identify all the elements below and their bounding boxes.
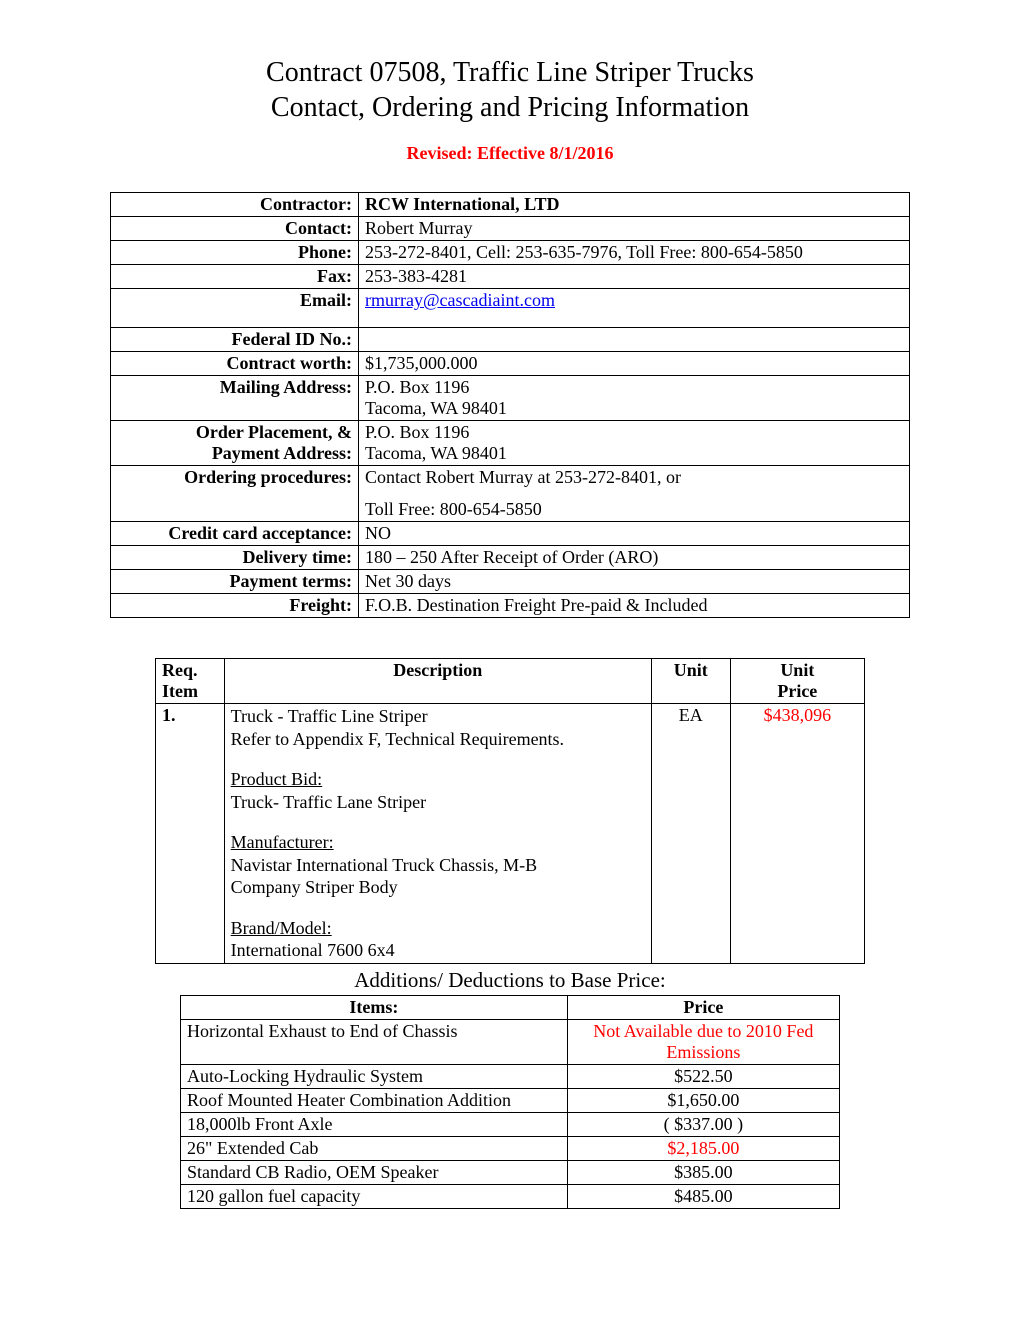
additions-row: 18,000lb Front Axle( $337.00 ) — [181, 1112, 840, 1136]
ordering-procedures-label: Ordering procedures — [184, 467, 346, 487]
items-header-unit: Unit — [651, 659, 730, 704]
page: Contract 07508, Traffic Line Striper Tru… — [0, 0, 1020, 1249]
contact-value: Robert Murray — [359, 217, 910, 241]
additions-row: 26" Extended Cab$2,185.00 — [181, 1136, 840, 1160]
additions-table: Items: Price Horizontal Exhaust to End o… — [180, 995, 840, 1209]
fax-value: 253-383-4281 — [359, 265, 910, 289]
additions-price: $385.00 — [567, 1160, 839, 1184]
delivery-time-label: Delivery time — [243, 547, 346, 567]
additions-item: 18,000lb Front Axle — [181, 1112, 568, 1136]
phone-label: Phone — [298, 242, 346, 262]
title-line-2: Contact, Ordering and Pricing Informatio… — [110, 90, 910, 125]
revised-date: Revised: Effective 8/1/2016 — [110, 143, 910, 164]
additions-price: ( $337.00 ) — [567, 1112, 839, 1136]
credit-card-value: NO — [359, 522, 910, 546]
items-header-req: Req. Item — [156, 659, 225, 704]
order-placement-label: Order Placement, & Payment Address: — [111, 421, 359, 466]
items-row: 1. Truck - Traffic Line Striper Refer to… — [156, 704, 865, 964]
additions-price: Not Available due to 2010 Fed Emissions — [567, 1019, 839, 1064]
email-label: Email: — [111, 289, 359, 328]
mailing-address-label: Mailing Address — [220, 377, 346, 397]
additions-item: 26" Extended Cab — [181, 1136, 568, 1160]
item-description: Truck - Traffic Line Striper Refer to Ap… — [224, 704, 651, 964]
payment-terms-label: Payment terms — [230, 571, 346, 591]
mailing-address-value: P.O. Box 1196 Tacoma, WA 98401 — [359, 376, 910, 421]
additions-item: Standard CB Radio, OEM Speaker — [181, 1160, 568, 1184]
additions-item: Roof Mounted Heater Combination Addition — [181, 1088, 568, 1112]
additions-row: Standard CB Radio, OEM Speaker$385.00 — [181, 1160, 840, 1184]
items-header-price: Unit Price — [730, 659, 864, 704]
items-header-desc: Description — [224, 659, 651, 704]
additions-price: $485.00 — [567, 1184, 839, 1208]
item-number: 1. — [156, 704, 225, 964]
additions-row: Horizontal Exhaust to End of ChassisNot … — [181, 1019, 840, 1064]
additions-item: Auto-Locking Hydraulic System — [181, 1064, 568, 1088]
federal-id-value — [359, 328, 910, 352]
order-placement-value: P.O. Box 1196 Tacoma, WA 98401 — [359, 421, 910, 466]
title-line-1: Contract 07508, Traffic Line Striper Tru… — [110, 55, 910, 90]
contract-worth-value: $1,735,000.000 — [359, 352, 910, 376]
item-price: $438,096 — [730, 704, 864, 964]
additions-header-item: Items: — [181, 995, 568, 1019]
additions-row: Roof Mounted Heater Combination Addition… — [181, 1088, 840, 1112]
contract-worth-label: Contract worth — [227, 353, 346, 373]
items-table: Req. Item Description Unit Unit Price 1.… — [155, 658, 865, 964]
payment-terms-value: Net 30 days — [359, 570, 910, 594]
email-link[interactable]: rmurray@cascadiaint.com — [365, 290, 555, 310]
freight-label: Freight — [289, 595, 346, 615]
ordering-procedures-value: Contact Robert Murray at 253-272-8401, o… — [359, 466, 910, 522]
fax-label: Fax: — [111, 265, 359, 289]
additions-price: $522.50 — [567, 1064, 839, 1088]
additions-item: 120 gallon fuel capacity — [181, 1184, 568, 1208]
item-unit: EA — [651, 704, 730, 964]
contractor-value: RCW International, LTD — [365, 194, 560, 214]
contact-label: Contact: — [111, 217, 359, 241]
additions-price: $1,650.00 — [567, 1088, 839, 1112]
phone-value: 253-272-8401, Cell: 253-635-7976, Toll F… — [359, 241, 910, 265]
additions-row: 120 gallon fuel capacity$485.00 — [181, 1184, 840, 1208]
freight-value: F.O.B. Destination Freight Pre-paid & In… — [359, 594, 910, 618]
federal-id-label: Federal ID No.: — [111, 328, 359, 352]
delivery-time-value: 180 – 250 After Receipt of Order (ARO) — [359, 546, 910, 570]
contractor-label: Contractor: — [111, 193, 359, 217]
additions-heading: Additions/ Deductions to Base Price: — [110, 968, 910, 993]
additions-header-price: Price — [567, 995, 839, 1019]
additions-row: Auto-Locking Hydraulic System$522.50 — [181, 1064, 840, 1088]
additions-price: $2,185.00 — [567, 1136, 839, 1160]
additions-item: Horizontal Exhaust to End of Chassis — [181, 1019, 568, 1064]
contact-info-table: Contractor: RCW International, LTD Conta… — [110, 192, 910, 618]
credit-card-label: Credit card acceptance: — [111, 522, 359, 546]
